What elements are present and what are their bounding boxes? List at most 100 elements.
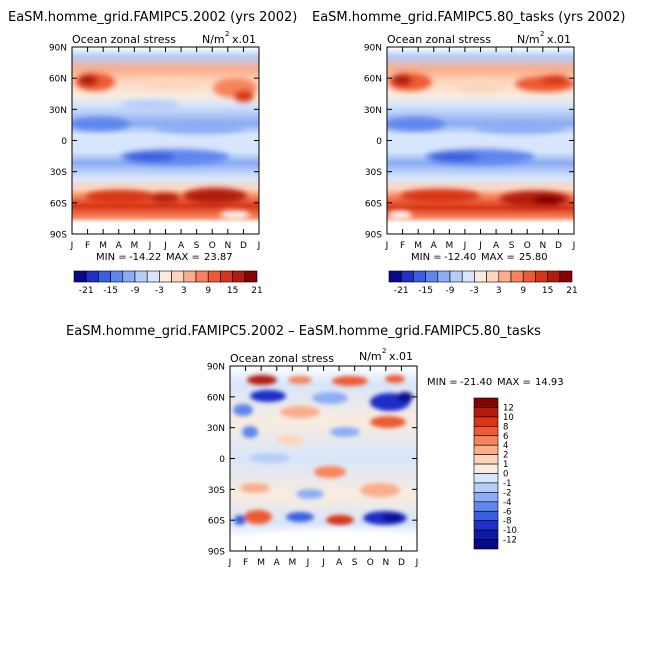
colorbar-swatch <box>98 270 111 283</box>
y-tick-label: 0 <box>376 137 382 147</box>
colorbar-swatch <box>425 270 439 283</box>
units-text: N/m <box>359 350 382 363</box>
colorbar-swatch <box>473 529 499 540</box>
colorbar-swatch <box>473 435 499 446</box>
colorbar-swatch <box>473 463 499 474</box>
colorbar-label: 12 <box>503 403 514 413</box>
colorbar-label: 21 <box>566 286 577 296</box>
y-tick-label: 60N <box>207 393 225 403</box>
colorbar-label: -4 <box>503 498 511 508</box>
colorbar-swatch <box>473 510 499 521</box>
colorbar-label: -9 <box>131 286 140 296</box>
colorbar-swatch <box>122 270 136 283</box>
x-tick-label: O <box>209 241 216 251</box>
x-tick-label: J <box>478 241 482 251</box>
x-tick-label: A <box>493 241 500 251</box>
field-label: Ocean zonal stress <box>387 33 491 46</box>
panel-top-right: EaSM.homme_grid.FAMIPC5.80_tasks (yrs 20… <box>312 10 625 296</box>
colorbar-label: 21 <box>251 286 262 296</box>
x-tick-label: M <box>288 558 296 568</box>
x-tick-label: S <box>509 241 515 251</box>
x-tick-label: J <box>463 241 467 251</box>
colorbar-swatch <box>473 444 499 455</box>
x-tick-label: S <box>194 241 200 251</box>
colorbar-swatch <box>413 270 426 283</box>
min-value: -12.40 <box>444 252 476 263</box>
x-tick-label: N <box>382 558 389 568</box>
x-tick-label: F <box>85 241 90 251</box>
x-tick-label: S <box>352 558 358 568</box>
x-tick-label: J <box>572 241 576 251</box>
y-tick-label: 0 <box>219 455 225 465</box>
panel-title: EaSM.homme_grid.FAMIPC5.80_tasks (yrs 20… <box>312 10 625 25</box>
max-label: MAX = <box>166 252 200 263</box>
colorbar-label: 6 <box>503 432 508 442</box>
contour-fill <box>72 73 257 219</box>
x-tick-label: A <box>178 241 185 251</box>
colorbar-label: -15 <box>418 286 433 296</box>
colorbar-swatch <box>473 426 499 437</box>
max-value: 25.80 <box>519 252 548 263</box>
y-axis: 90N 60N 30N 0 30S 60S 90S <box>207 363 417 558</box>
x-tick-label: M <box>130 241 138 251</box>
colorbar-label: -3 <box>155 286 164 296</box>
x-tick-label: D <box>555 241 562 251</box>
colorbar-swatch <box>473 520 499 531</box>
colorbar-swatch <box>73 270 87 283</box>
colorbar-swatch <box>437 270 451 283</box>
y-tick-label: 60N <box>364 75 382 85</box>
colorbar-label: -2 <box>503 488 511 498</box>
x-tick-label: J <box>228 558 232 568</box>
colorbar-swatch <box>400 270 414 283</box>
y-axis: 90N 60N 30N 0 30S 60S 90S <box>364 44 574 241</box>
contour-fill <box>233 375 413 550</box>
y-tick-label: 30S <box>365 168 382 178</box>
x-tick-label: N <box>539 241 546 251</box>
min-max-label: MIN = -21.40 MAX = 14.93 <box>427 377 564 388</box>
colorbar-swatch <box>461 270 475 283</box>
x-tick-label: J <box>385 241 389 251</box>
y-tick-label: 30N <box>364 106 382 116</box>
colorbar-swatch <box>510 270 524 283</box>
x-tick-label: D <box>398 558 405 568</box>
x-tick-label: N <box>224 241 231 251</box>
colorbar-swatch <box>171 270 185 283</box>
colorbar-label: 1 <box>503 460 508 470</box>
colorbar-label: -21 <box>79 286 94 296</box>
y-tick-label: 90S <box>50 231 67 241</box>
colorbar-swatch <box>85 270 99 283</box>
x-tick-label: M <box>99 241 107 251</box>
min-max-label: MIN = -12.40 MAX = 25.80 <box>411 252 548 263</box>
x-tick-label: J <box>306 558 310 568</box>
colorbar-swatch <box>134 270 148 283</box>
x-tick-label: J <box>321 558 325 568</box>
min-value: -14.22 <box>129 252 161 263</box>
colorbar-label: 4 <box>503 441 508 451</box>
y-tick-label: 90S <box>208 548 225 558</box>
units-superscript: 2 <box>225 30 229 38</box>
x-tick-label: O <box>524 241 531 251</box>
colorbar-swatch <box>473 473 499 484</box>
colorbar-swatch <box>183 270 197 283</box>
colorbar-label: -8 <box>503 517 511 527</box>
y-tick-label: 60S <box>50 199 67 209</box>
field-label: Ocean zonal stress <box>72 33 176 46</box>
colorbar-swatch <box>195 270 209 283</box>
panel-top-left: EaSM.homme_grid.FAMIPC5.2002 (yrs 2002) … <box>8 10 297 296</box>
colorbar-swatch <box>473 454 499 465</box>
colorbar-label: -9 <box>446 286 455 296</box>
y-axis: 90N 60N 30N 0 30S 60S 90S <box>49 44 259 241</box>
y-tick-label: 90N <box>207 363 225 373</box>
colorbar-swatch <box>486 270 500 283</box>
x-tick-label: M <box>445 241 453 251</box>
y-tick-label: 60S <box>365 199 382 209</box>
y-tick-label: 60S <box>208 517 225 527</box>
colorbar-label: -12 <box>503 536 517 546</box>
colorbar-label: 15 <box>542 286 553 296</box>
colorbar-label: 15 <box>227 286 238 296</box>
colorbar-swatch <box>473 407 499 418</box>
colorbar-label: 3 <box>181 286 187 296</box>
field-label: Ocean zonal stress <box>230 352 334 365</box>
